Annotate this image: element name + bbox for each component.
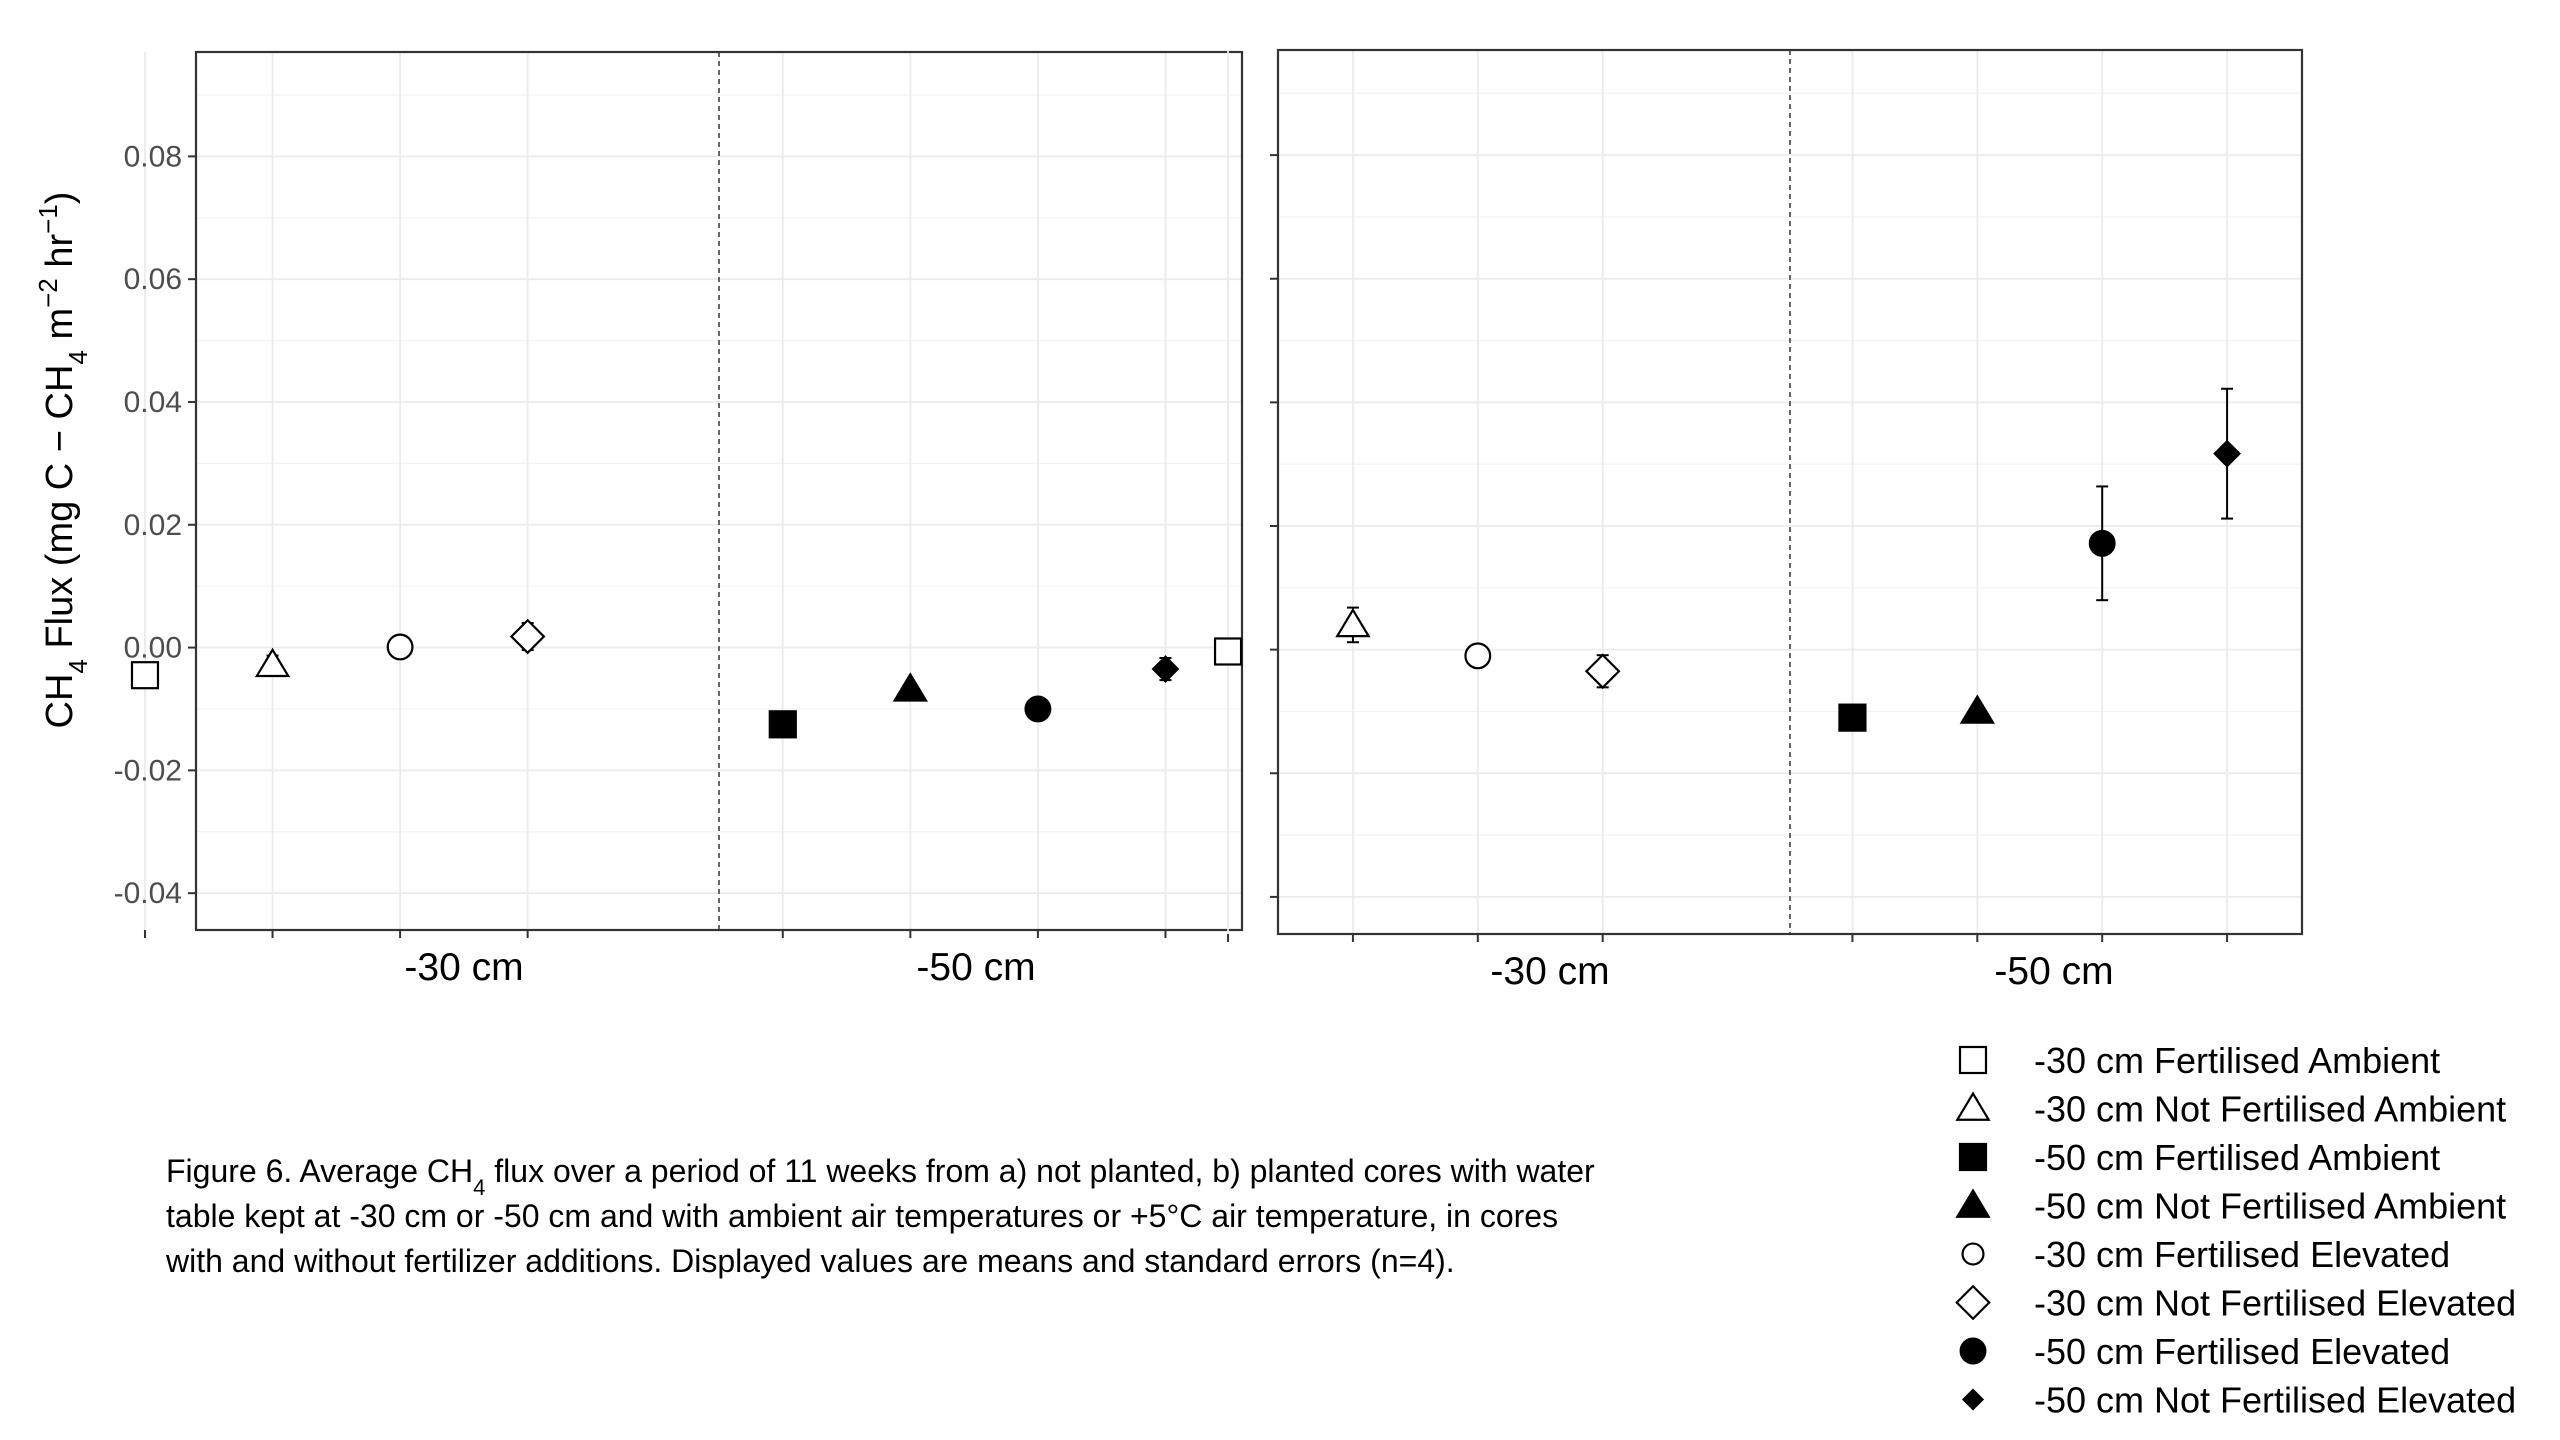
figure-caption: Figure 6. Average CH4 flux over a period… [165, 1153, 1595, 1279]
y-tick-label: -0.02 [114, 754, 182, 787]
point-50-cm-not-fertilised-ambient [1959, 694, 1995, 724]
point-50-cm-not-fertilised-elevated [1151, 655, 1180, 683]
point-30-cm-not-fertilised-elevated [1584, 653, 1621, 690]
legend: -30 cm Fertilised Ambient -30 cm Not Fert… [1955, 1040, 2516, 1421]
legend-label: -30 cm Fertilised Ambient [2034, 1040, 2440, 1081]
legend-label: -50 cm Not Fertilised Ambient [2034, 1186, 2506, 1227]
legend-label: -30 cm Not Fertilised Ambient [2034, 1089, 2506, 1130]
y-axis-label: CH4 Flux (mg C − CH4 m−2 hr−1) [33, 192, 93, 729]
y-tick-label: 0.04 [124, 386, 182, 419]
y-tick-label: 0.08 [124, 140, 182, 173]
legend-marker-diamond-open [1955, 1284, 1991, 1321]
caption-line-3: with and without fertilizer additions. D… [165, 1243, 1455, 1279]
legend-marker-diamond-filled [1961, 1388, 1985, 1411]
panel-a-not-planted: 0.08 0.06 0.04 0.02 0.00 -0.02 -0.04 -30 cm -50 … [114, 50, 1244, 989]
point-50-cm-not-fertilised-ambient [892, 672, 928, 702]
caption-line-1: Figure 6. Average CH4 flux over a period… [166, 1153, 1595, 1200]
legend-item-30-cm-fertilised-elevated: -30 cm Fertilised Elevated [1961, 1234, 2450, 1275]
point-30-cm-not-fertilised-ambient [254, 647, 291, 678]
legend-item-50-cm-not-fertilised-elevated: -50 cm Not Fertilised Elevated [1961, 1380, 2516, 1421]
legend-marker-circle-open [1961, 1242, 1985, 1266]
legend-marker-square-filled [1958, 1142, 1988, 1172]
legend-item-30-cm-fertilised-ambient: -30 cm Fertilised Ambient [1958, 1040, 2440, 1081]
point-30-cm-not-fertilised-elevated [509, 618, 546, 655]
point-30-cm-fertilised-ambient [1213, 637, 1243, 666]
legend-label: -50 cm Not Fertilised Elevated [2034, 1380, 2516, 1421]
point-50-cm-not-fertilised-elevated [2213, 439, 2241, 468]
point-30-cm-fertilised-elevated [386, 633, 414, 661]
point-30-cm-not-fertilised-ambient [1335, 607, 1371, 638]
legend-marker-circle-filled [1959, 1337, 1987, 1365]
point-50-cm-fertilised-ambient [768, 710, 797, 739]
y-tick-label: 0.06 [124, 263, 182, 296]
legend-item-30-cm-not-fertilised-ambient: -30 cm Not Fertilised Ambient [1955, 1089, 2506, 1130]
x-group-label-50-cm: -50 cm [916, 946, 1035, 989]
point-50-cm-fertilised-elevated [2088, 529, 2116, 557]
panel-b-planted: -30 cm -50 cm [1213, 48, 2304, 993]
y-tick-label: 0.00 [124, 632, 182, 665]
caption-line-2: table kept at -30 cm or -50 cm and with … [166, 1198, 1558, 1234]
legend-marker-square-open [1958, 1045, 1988, 1075]
legend-item-50-cm-not-fertilised-ambient: -50 cm Not Fertilised Ambient [1955, 1186, 2506, 1227]
point-50-cm-fertilised-ambient [1838, 703, 1867, 732]
legend-label: -30 cm Fertilised Elevated [2034, 1234, 2450, 1275]
point-50-cm-fertilised-elevated [1024, 695, 1052, 723]
x-group-label-50-cm: -50 cm [1994, 950, 2113, 993]
point-30-cm-fertilised-elevated [1464, 642, 1492, 670]
legend-marker-triangle-open [1955, 1091, 1991, 1121]
x-group-label-30-cm: -30 cm [1490, 950, 1609, 993]
x-group-label-30-cm: -30 cm [404, 946, 523, 989]
legend-label: -50 cm Fertilised Ambient [2034, 1137, 2440, 1178]
panel-frame [1276, 48, 2304, 936]
legend-marker-triangle-filled [1955, 1188, 1991, 1218]
panel-frame [194, 50, 1244, 932]
legend-item-50-cm-fertilised-ambient: -50 cm Fertilised Ambient [1958, 1137, 2440, 1178]
plot-background [196, 52, 1242, 930]
y-tick-label: 0.02 [124, 509, 182, 542]
legend-label: -50 cm Fertilised Elevated [2034, 1331, 2450, 1372]
legend-label: -30 cm Not Fertilised Elevated [2034, 1283, 2516, 1324]
legend-item-30-cm-not-fertilised-elevated: -30 cm Not Fertilised Elevated [1955, 1283, 2516, 1324]
y-tick-label: -0.04 [114, 877, 182, 910]
legend-item-50-cm-fertilised-elevated: -50 cm Fertilised Elevated [1959, 1331, 2450, 1372]
point-30-cm-fertilised-ambient [130, 661, 160, 690]
